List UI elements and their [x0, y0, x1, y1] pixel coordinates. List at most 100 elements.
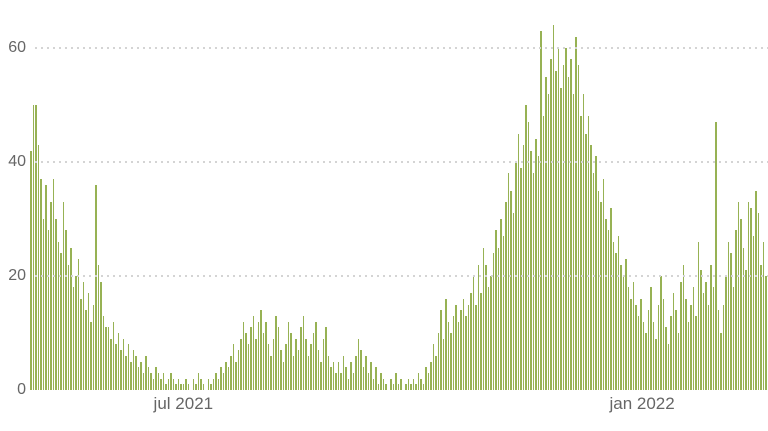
bar[interactable] [392, 384, 394, 390]
bar[interactable] [642, 321, 644, 390]
bar[interactable] [77, 258, 79, 390]
bar[interactable] [147, 367, 149, 390]
bar[interactable] [435, 355, 437, 390]
bar[interactable] [525, 105, 527, 390]
bar[interactable] [520, 167, 522, 390]
bar[interactable] [242, 321, 244, 390]
bar[interactable] [422, 384, 424, 390]
bar[interactable] [557, 48, 559, 390]
bar[interactable] [492, 253, 494, 390]
bar[interactable] [697, 241, 699, 390]
bar[interactable] [482, 247, 484, 390]
bar[interactable] [270, 355, 272, 390]
bar[interactable] [495, 230, 497, 390]
bar[interactable] [415, 384, 417, 390]
bar[interactable] [90, 321, 92, 390]
bar[interactable] [540, 30, 542, 390]
bar[interactable] [662, 298, 664, 390]
bar[interactable] [312, 333, 314, 390]
bar[interactable] [182, 384, 184, 390]
bar[interactable] [82, 281, 84, 390]
bar[interactable] [735, 230, 737, 390]
bar[interactable] [490, 276, 492, 390]
bar[interactable] [445, 298, 447, 390]
bar[interactable] [47, 230, 49, 390]
bar[interactable] [67, 264, 69, 390]
bar[interactable] [612, 241, 614, 390]
bar[interactable] [192, 378, 194, 390]
bar[interactable] [405, 384, 407, 390]
bar[interactable] [462, 298, 464, 390]
bar[interactable] [640, 298, 642, 390]
bar[interactable] [325, 327, 327, 390]
bar[interactable] [75, 276, 77, 390]
bar[interactable] [180, 384, 182, 390]
bar[interactable] [430, 361, 432, 390]
bar[interactable] [610, 207, 612, 390]
bar[interactable] [702, 293, 704, 390]
bar[interactable] [547, 93, 549, 390]
bar[interactable] [135, 355, 137, 390]
bar[interactable] [752, 236, 754, 390]
bar[interactable] [615, 253, 617, 390]
bar[interactable] [207, 378, 209, 390]
bar[interactable] [167, 378, 169, 390]
bar[interactable] [290, 333, 292, 390]
bar[interactable] [65, 230, 67, 390]
bar[interactable] [672, 293, 674, 390]
bar[interactable] [142, 372, 144, 390]
bar[interactable] [220, 367, 222, 390]
bar[interactable] [537, 156, 539, 390]
bar[interactable] [295, 338, 297, 390]
bar[interactable] [667, 344, 669, 390]
bar[interactable] [580, 116, 582, 390]
bar[interactable] [357, 338, 359, 390]
bar[interactable] [535, 139, 537, 390]
bar[interactable] [677, 333, 679, 390]
bar[interactable] [265, 321, 267, 390]
bar[interactable] [130, 361, 132, 390]
bar[interactable] [137, 367, 139, 390]
bar[interactable] [247, 344, 249, 390]
bar[interactable] [765, 276, 767, 390]
bar[interactable] [502, 236, 504, 390]
bar[interactable] [215, 372, 217, 390]
bar[interactable] [500, 219, 502, 390]
bar[interactable] [467, 304, 469, 390]
bar[interactable] [362, 367, 364, 390]
bar[interactable] [42, 219, 44, 390]
bar[interactable] [567, 76, 569, 390]
bar[interactable] [592, 173, 594, 390]
bar[interactable] [32, 105, 34, 390]
bar[interactable] [360, 350, 362, 390]
bar[interactable] [647, 310, 649, 390]
bar[interactable] [472, 276, 474, 390]
bar[interactable] [575, 36, 577, 390]
bar[interactable] [352, 372, 354, 390]
bar[interactable] [330, 367, 332, 390]
bar[interactable] [45, 184, 47, 390]
bar[interactable] [80, 298, 82, 390]
bar[interactable] [210, 384, 212, 390]
bar[interactable] [550, 59, 552, 390]
bar[interactable] [412, 378, 414, 390]
bar[interactable] [452, 315, 454, 390]
bar[interactable] [337, 361, 339, 390]
bar[interactable] [322, 338, 324, 390]
bar[interactable] [102, 315, 104, 390]
bar[interactable] [187, 384, 189, 390]
bar[interactable] [637, 315, 639, 390]
bar[interactable] [297, 350, 299, 390]
bar[interactable] [417, 372, 419, 390]
bar[interactable] [175, 384, 177, 390]
bar[interactable] [302, 315, 304, 390]
bar[interactable] [55, 219, 57, 390]
bar[interactable] [420, 378, 422, 390]
bar[interactable] [100, 281, 102, 390]
bar[interactable] [585, 133, 587, 390]
bar[interactable] [455, 304, 457, 390]
bar[interactable] [485, 264, 487, 390]
bar[interactable] [725, 276, 727, 390]
bar[interactable] [347, 378, 349, 390]
bar[interactable] [235, 361, 237, 390]
